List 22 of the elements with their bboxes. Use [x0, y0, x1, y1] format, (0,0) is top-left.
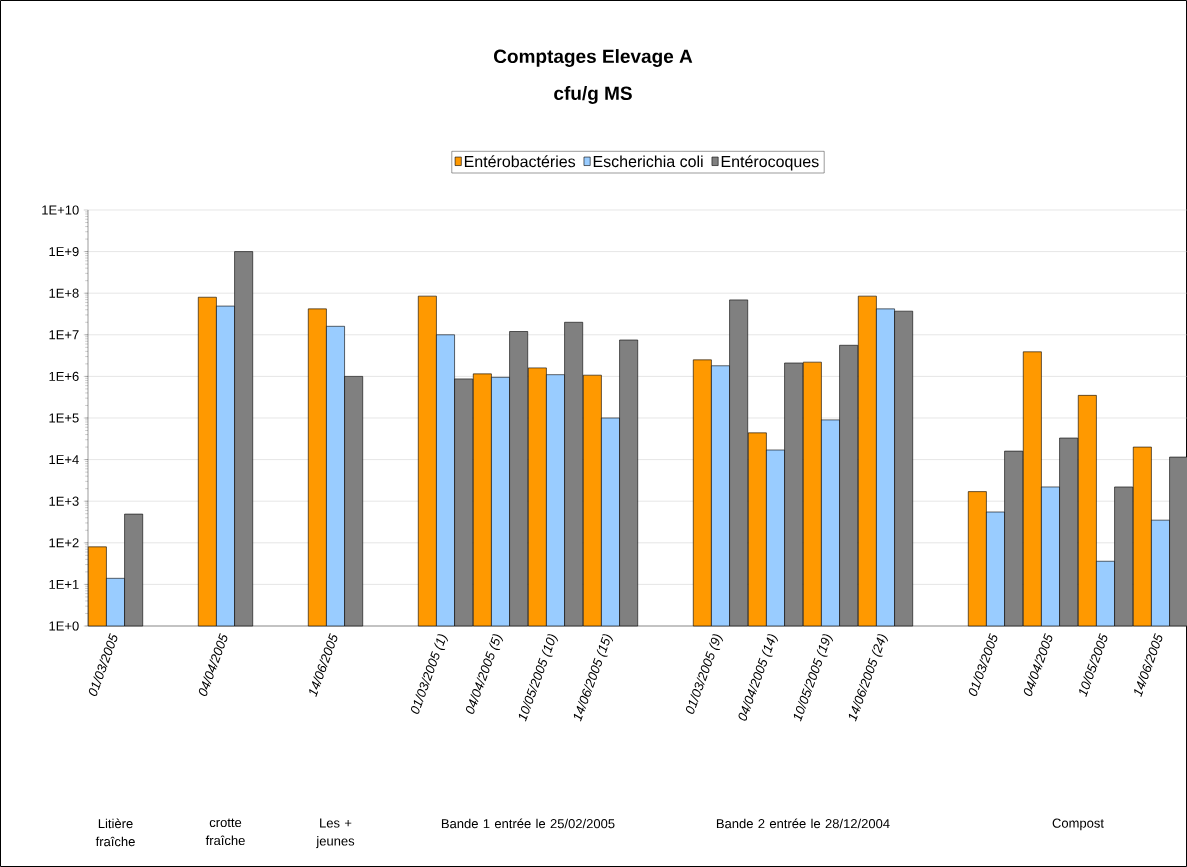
y-tick-label: 1E+8: [49, 288, 79, 298]
y-tick-label: 1E+5: [49, 413, 79, 423]
legend-label: Escherichia coli: [593, 155, 703, 168]
y-tick-label: 1E+3: [49, 496, 79, 506]
text: Litière fraîche: [95, 818, 135, 847]
text: Les + jeunes: [316, 818, 355, 849]
y-tick-label: 1E+0: [49, 621, 79, 631]
text: Bande 1 entrée le 25/02/2005: [441, 818, 615, 829]
y-tick-label: 1E+9: [49, 246, 79, 257]
y-tick-label: 1E+2: [49, 538, 79, 548]
legend-label: Entérobactéries: [464, 155, 576, 168]
legend-label: Entérocoques: [721, 155, 819, 171]
chart-subtitle: cfu/g MS: [554, 86, 632, 104]
text: Compost: [1052, 818, 1104, 831]
y-tick-label: 1E+1: [49, 579, 79, 589]
y-tick-label: 1E+10: [42, 205, 79, 215]
chart-title: Comptages Elevage A: [494, 49, 693, 67]
y-tick-label: 1E+7: [49, 330, 79, 340]
text: crotte fraîche: [205, 818, 245, 846]
text: Bande 2 entrée le 28/12/2004: [716, 818, 890, 829]
y-tick-label: 1E+6: [49, 371, 79, 381]
y-tick-label: 1E+4: [49, 455, 79, 465]
